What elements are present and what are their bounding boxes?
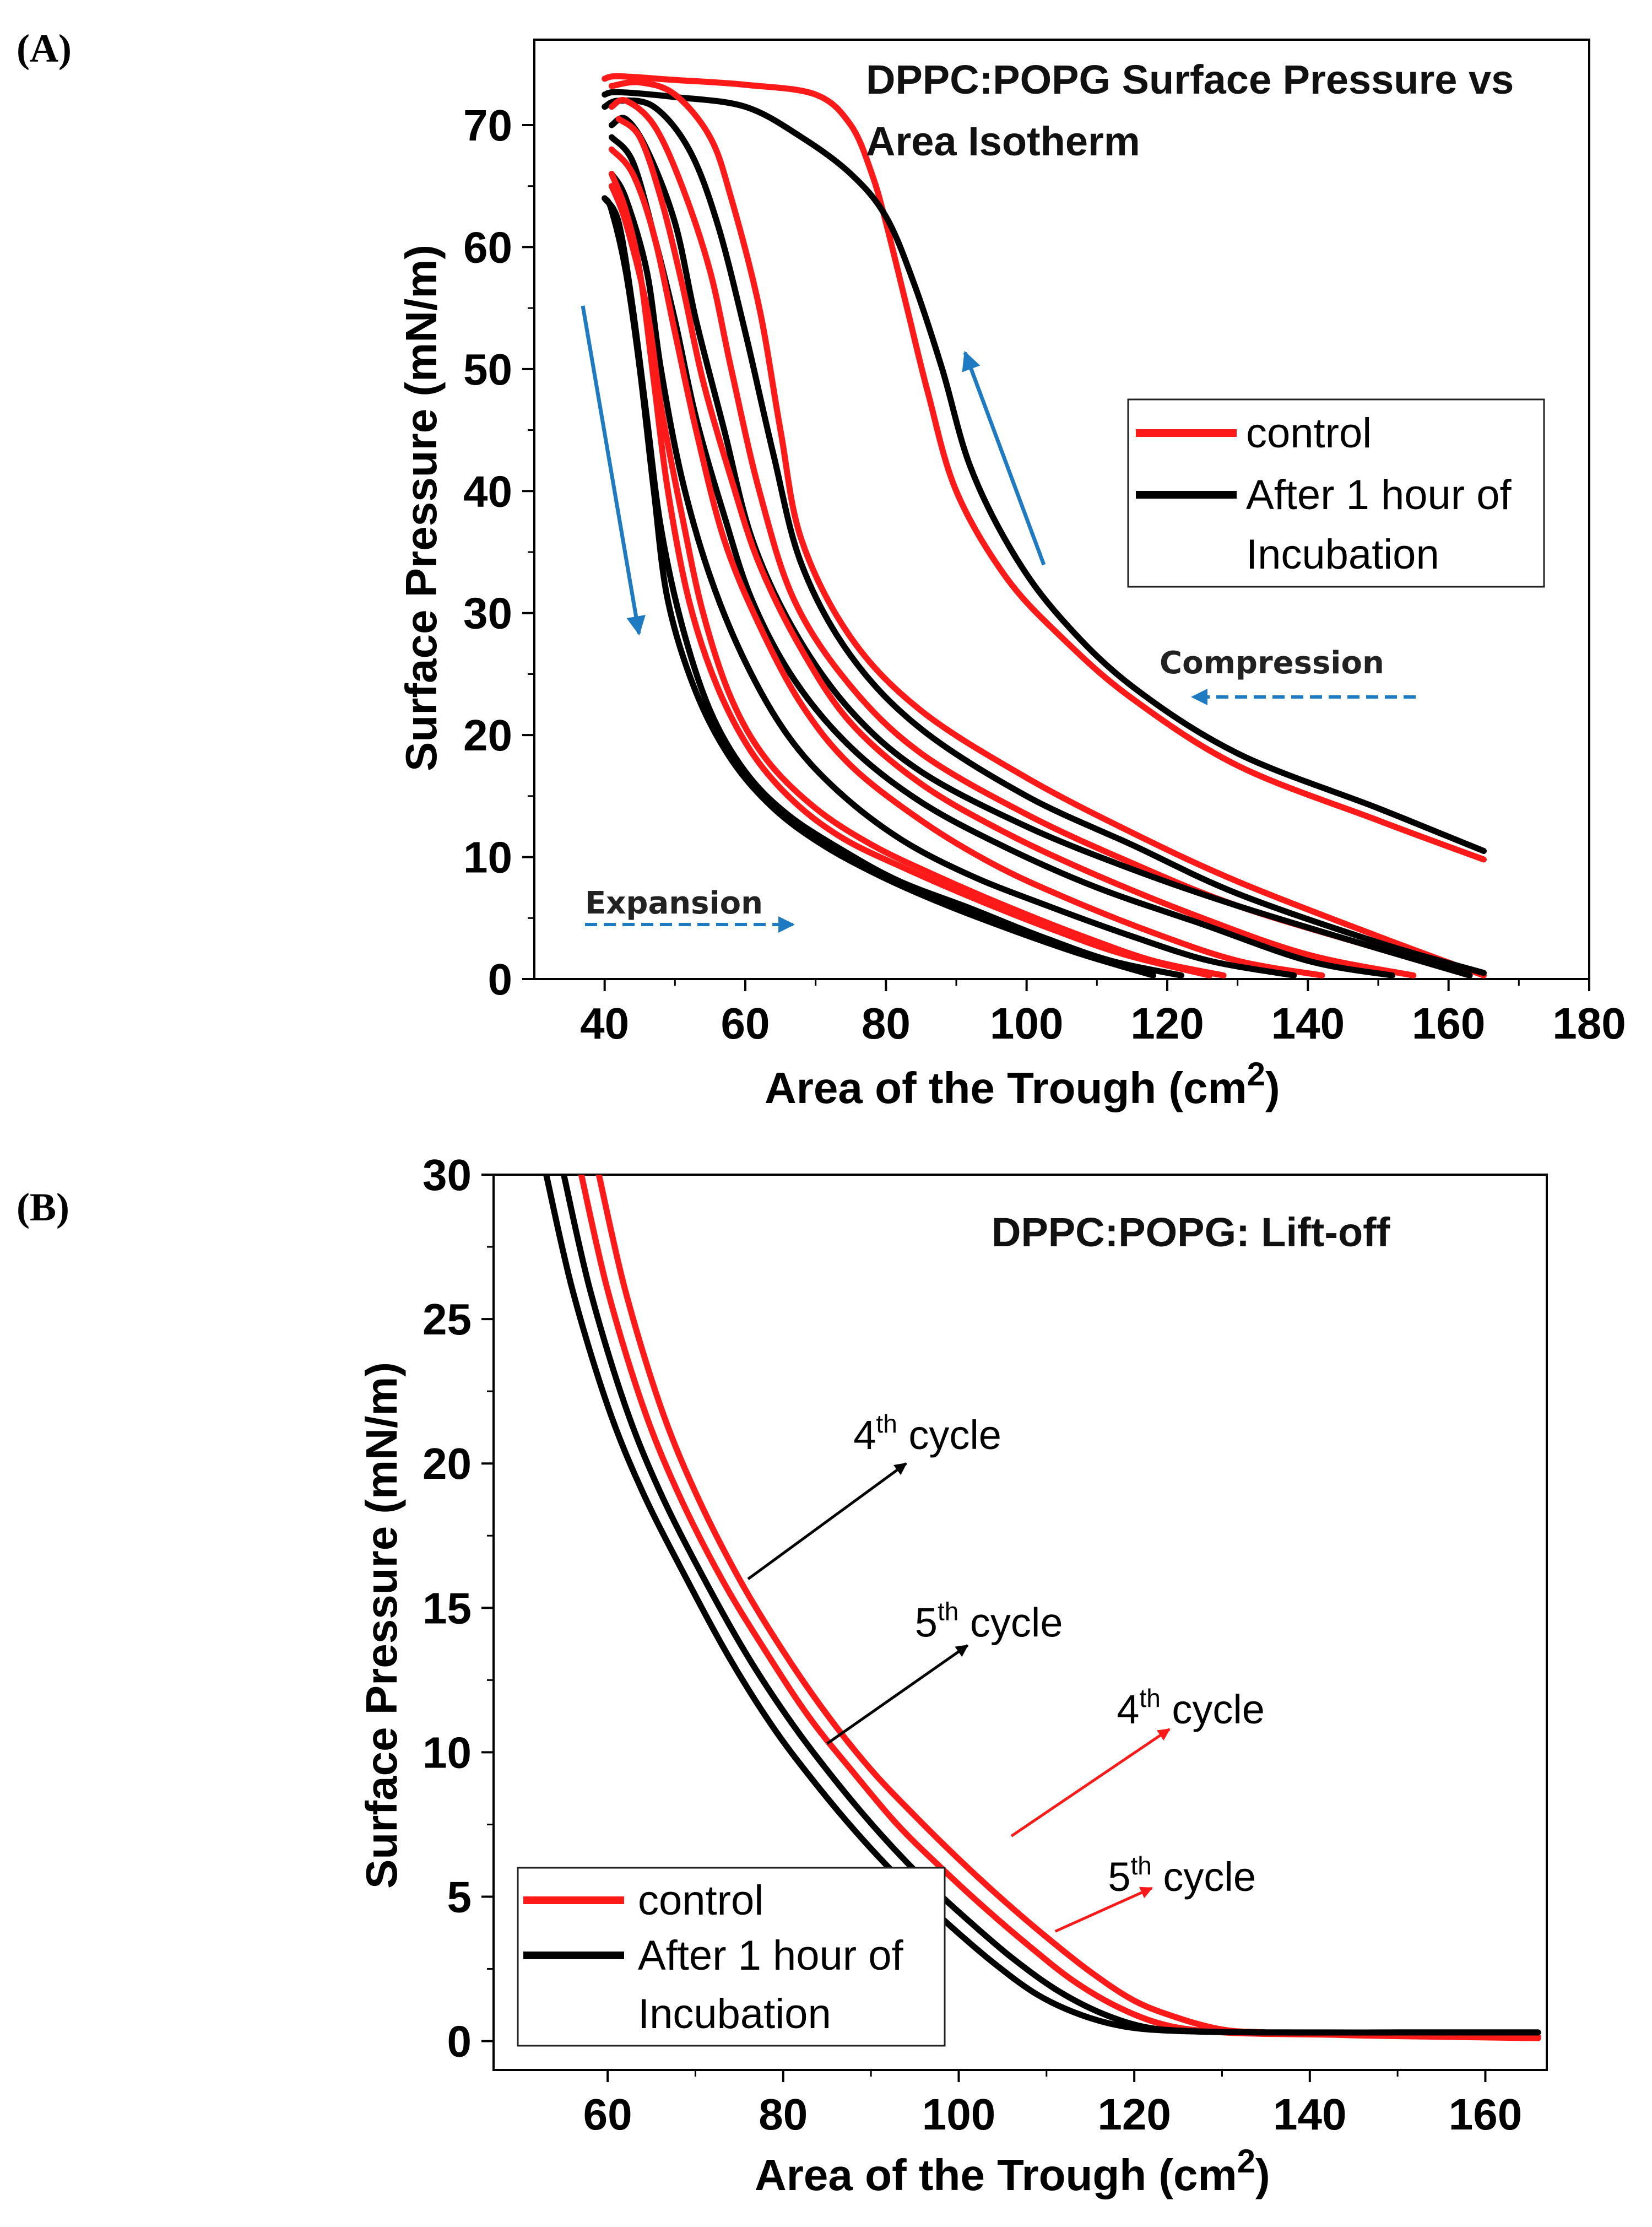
panel-b-cycle-label-2: 5th cycle: [915, 1597, 1063, 1646]
panel-b-x-tick-label: 140: [1273, 2090, 1346, 2139]
panel-b-x-tick-label: 120: [1097, 2090, 1171, 2139]
panel-a-compression-direction-arrow: [962, 350, 1046, 566]
panel-a-y-tick-label: 40: [463, 467, 512, 516]
panel-a-control-cycle-1-line: [602, 73, 1487, 863]
panel-a: (A) 40 60 80 100 120 140 160 180 0 10 20 30 40 50 60 70…: [17, 26, 1626, 1112]
panel-a-legend-label-incubation-1: After 1 hour of: [1246, 472, 1512, 518]
panel-b-ticks: 60 80 100 120 140 160 0 5 10 15 20 25 30: [423, 1150, 1522, 2139]
panel-a-compression-label: Compression: [1160, 645, 1384, 681]
panel-a-title-line-1: DPPC:POPG Surface Pressure vs: [866, 57, 1514, 102]
panel-a-y-tick-label: 30: [463, 589, 512, 638]
panel-a-x-axis-title: Area of the Trough (cm2): [765, 1056, 1280, 1112]
panel-b-y-tick-label: 5: [447, 1872, 472, 1921]
panel-a-control-cycle-5-line: [608, 146, 1325, 979]
panel-a-title-line-2: Area Isotherm: [866, 118, 1140, 164]
panel-a-label: (A): [17, 26, 72, 71]
panel-b-y-axis-title: Surface Pressure (mN/m): [357, 1362, 406, 1889]
panel-b-title: DPPC:POPG: Lift-off: [992, 1209, 1390, 1255]
panel-b-curves: [543, 1175, 1541, 2041]
panel-a-legend-label-incubation-2: Incubation: [1246, 531, 1439, 578]
panel-a-control-cycle-2-line: [608, 79, 1487, 979]
panel-a-x-tick-label: 140: [1271, 999, 1345, 1048]
panel-a-y-tick-label: 70: [463, 101, 512, 150]
panel-a-series-group: [602, 73, 1487, 979]
panel-b-cycle-label-3: 4th cycle: [1117, 1684, 1265, 1732]
panel-b-y-tick-label: 10: [423, 1728, 472, 1777]
panel-a-control-cycle-4-line: [615, 116, 1417, 979]
panel-a-control-cycle-7-line: [608, 171, 1213, 979]
panel-a-y-tick-label: 20: [463, 711, 512, 760]
panel-b-x-tick-label: 80: [759, 2090, 808, 2139]
panel-b-x-tick-label: 160: [1449, 2090, 1522, 2139]
panel-a-expansion-direction-arrow: [581, 305, 646, 636]
panel-b-cycle-arrow-3: [1010, 1728, 1171, 1837]
panel-b-x-axis-title: Area of the Trough (cm2): [755, 2143, 1270, 2199]
panel-a-x-tick-label: 40: [580, 999, 629, 1048]
panel-b-cycle-arrow-2: [826, 1644, 969, 1745]
panel-b-series-group: [543, 1175, 1541, 2041]
panel-b-cycle-annotations: 4th cycle 5th cycle 4th cycle 5th cycle: [747, 1409, 1265, 1933]
panel-a-legend-label-control: control: [1246, 410, 1372, 457]
panel-b: (B) 60 80 100 120 140 160 0 5 10 15 20 25 30 4th cyc…: [17, 1150, 1548, 2199]
panel-a-y-tick-label: 10: [463, 833, 512, 882]
panel-b-y-tick-label: 20: [423, 1439, 472, 1488]
panel-a-ticks: 40 60 80 100 120 140 160 180 0 10 20 30 40 50 60 70: [463, 101, 1626, 1048]
panel-a-expansion-label: Expansion: [585, 885, 763, 921]
panel-b-cycle-arrow-4: [1054, 1887, 1153, 1933]
panel-b-y-tick-label: 15: [423, 1583, 472, 1633]
panel-b-y-tick-label: 25: [423, 1295, 472, 1344]
panel-a-x-tick-label: 120: [1130, 999, 1204, 1048]
panel-b-x-tick-label: 100: [922, 2090, 995, 2139]
panel-a-y-axis-title: Surface Pressure (mN/m): [397, 245, 446, 771]
panel-a-legend: control After 1 hour of Incubation: [1127, 398, 1545, 588]
panel-b-cycle-label-4: 5th cycle: [1108, 1851, 1256, 1900]
panel-b-legend-label-incubation-1: After 1 hour of: [638, 1932, 903, 1979]
panel-a-x-tick-label: 100: [990, 999, 1063, 1048]
panel-a-incubation-cycle-5-line: [608, 171, 1297, 979]
panel-a-incubation-cycle-7-line: [602, 195, 1156, 979]
panel-b-label: (B): [17, 1185, 69, 1229]
panel-a-x-tick-label: 180: [1552, 999, 1626, 1048]
panel-b-legend-label-control: control: [638, 1877, 763, 1924]
panel-a-curves: [602, 73, 1487, 979]
panel-a-x-tick-label: 60: [721, 999, 770, 1048]
panel-a-y-tick-label: 50: [463, 345, 512, 394]
panel-b-incubation-cycle-5-line: [543, 1175, 1541, 2036]
panel-a-y-tick-label: 0: [488, 955, 513, 1004]
panel-a-incubation-cycle-2-line: [602, 97, 1487, 976]
panel-b-cycle-label-1: 4th cycle: [853, 1409, 1001, 1458]
panel-b-y-tick-label: 0: [447, 2017, 472, 2066]
panel-a-y-tick-label: 60: [463, 223, 512, 272]
panel-b-x-tick-label: 60: [583, 2090, 632, 2139]
panel-b-cycle-arrow-1: [747, 1462, 907, 1580]
panel-a-incubation-cycle-3-line: [608, 115, 1473, 979]
panel-b-legend: control After 1 hour of Incubation: [517, 1867, 946, 2047]
panel-b-legend-label-incubation-2: Incubation: [638, 1991, 831, 2037]
panel-a-control-cycle-6-line: [608, 183, 1227, 979]
panel-a-x-tick-label: 160: [1412, 999, 1485, 1048]
panel-a-x-tick-label: 80: [862, 999, 911, 1048]
panel-b-y-tick-label: 30: [423, 1150, 472, 1199]
panel-a-incubation-cycle-1-line: [602, 89, 1487, 854]
